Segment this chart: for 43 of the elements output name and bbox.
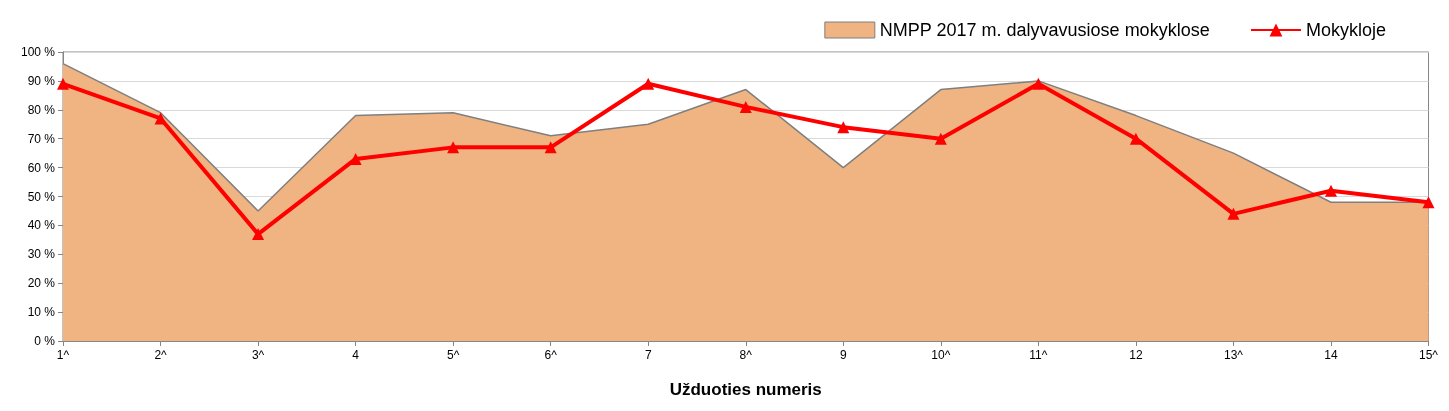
x-tick-label: 8^ <box>739 348 753 362</box>
x-tick-label: 3^ <box>251 348 265 362</box>
point <box>252 228 265 241</box>
x-tick-label: 12 <box>1129 348 1143 362</box>
y-tick-label: 10 % <box>27 305 56 320</box>
point <box>1032 77 1045 90</box>
y-tick-label: 0 % <box>34 334 56 348</box>
point <box>544 141 557 154</box>
point <box>1227 207 1240 220</box>
x-tick-label: 6^ <box>544 348 558 362</box>
x-tick-label: 10^ <box>931 348 951 362</box>
y-tick-label: 40 % <box>27 218 56 233</box>
y-tick-label: 100 % <box>20 45 56 59</box>
point <box>57 77 69 90</box>
y-tick-label: 20 % <box>27 276 56 291</box>
point <box>1324 184 1337 197</box>
x-tick-label: 11^ <box>1029 348 1048 362</box>
x-tick-label: 5^ <box>446 348 460 362</box>
y-tick-label: 80 % <box>27 102 56 117</box>
point <box>1129 132 1142 145</box>
y-tick-label: 60 % <box>27 160 56 175</box>
legend-label: Mokykloje <box>1305 20 1387 40</box>
y-tick-label: 90 % <box>27 73 56 88</box>
x-tick-label: 13^ <box>1223 348 1244 362</box>
point <box>154 112 167 125</box>
x-tick-label: 2^ <box>154 348 168 362</box>
point <box>739 100 752 113</box>
y-tick-label: 70 % <box>27 131 56 146</box>
x-tick-label: 14 <box>1324 348 1338 362</box>
x-tick-label: 1^ <box>56 348 70 362</box>
legend-label: NMPP 2017 m. dalyvavusiose mokyklose <box>879 20 1210 40</box>
x-tick-label: 7 <box>644 348 652 362</box>
x-tick-label: 15^ <box>1419 348 1439 362</box>
point <box>642 77 655 90</box>
point <box>934 132 947 145</box>
x-axis-title: Užduoties numeris <box>669 380 822 399</box>
x-tick-label: 4 <box>352 348 360 362</box>
point <box>447 141 460 154</box>
y-tick-label: 50 % <box>27 189 56 204</box>
point <box>1422 196 1435 209</box>
x-tick-label: 9 <box>839 348 847 362</box>
y-tick-label: 30 % <box>27 247 56 262</box>
point <box>837 121 850 134</box>
